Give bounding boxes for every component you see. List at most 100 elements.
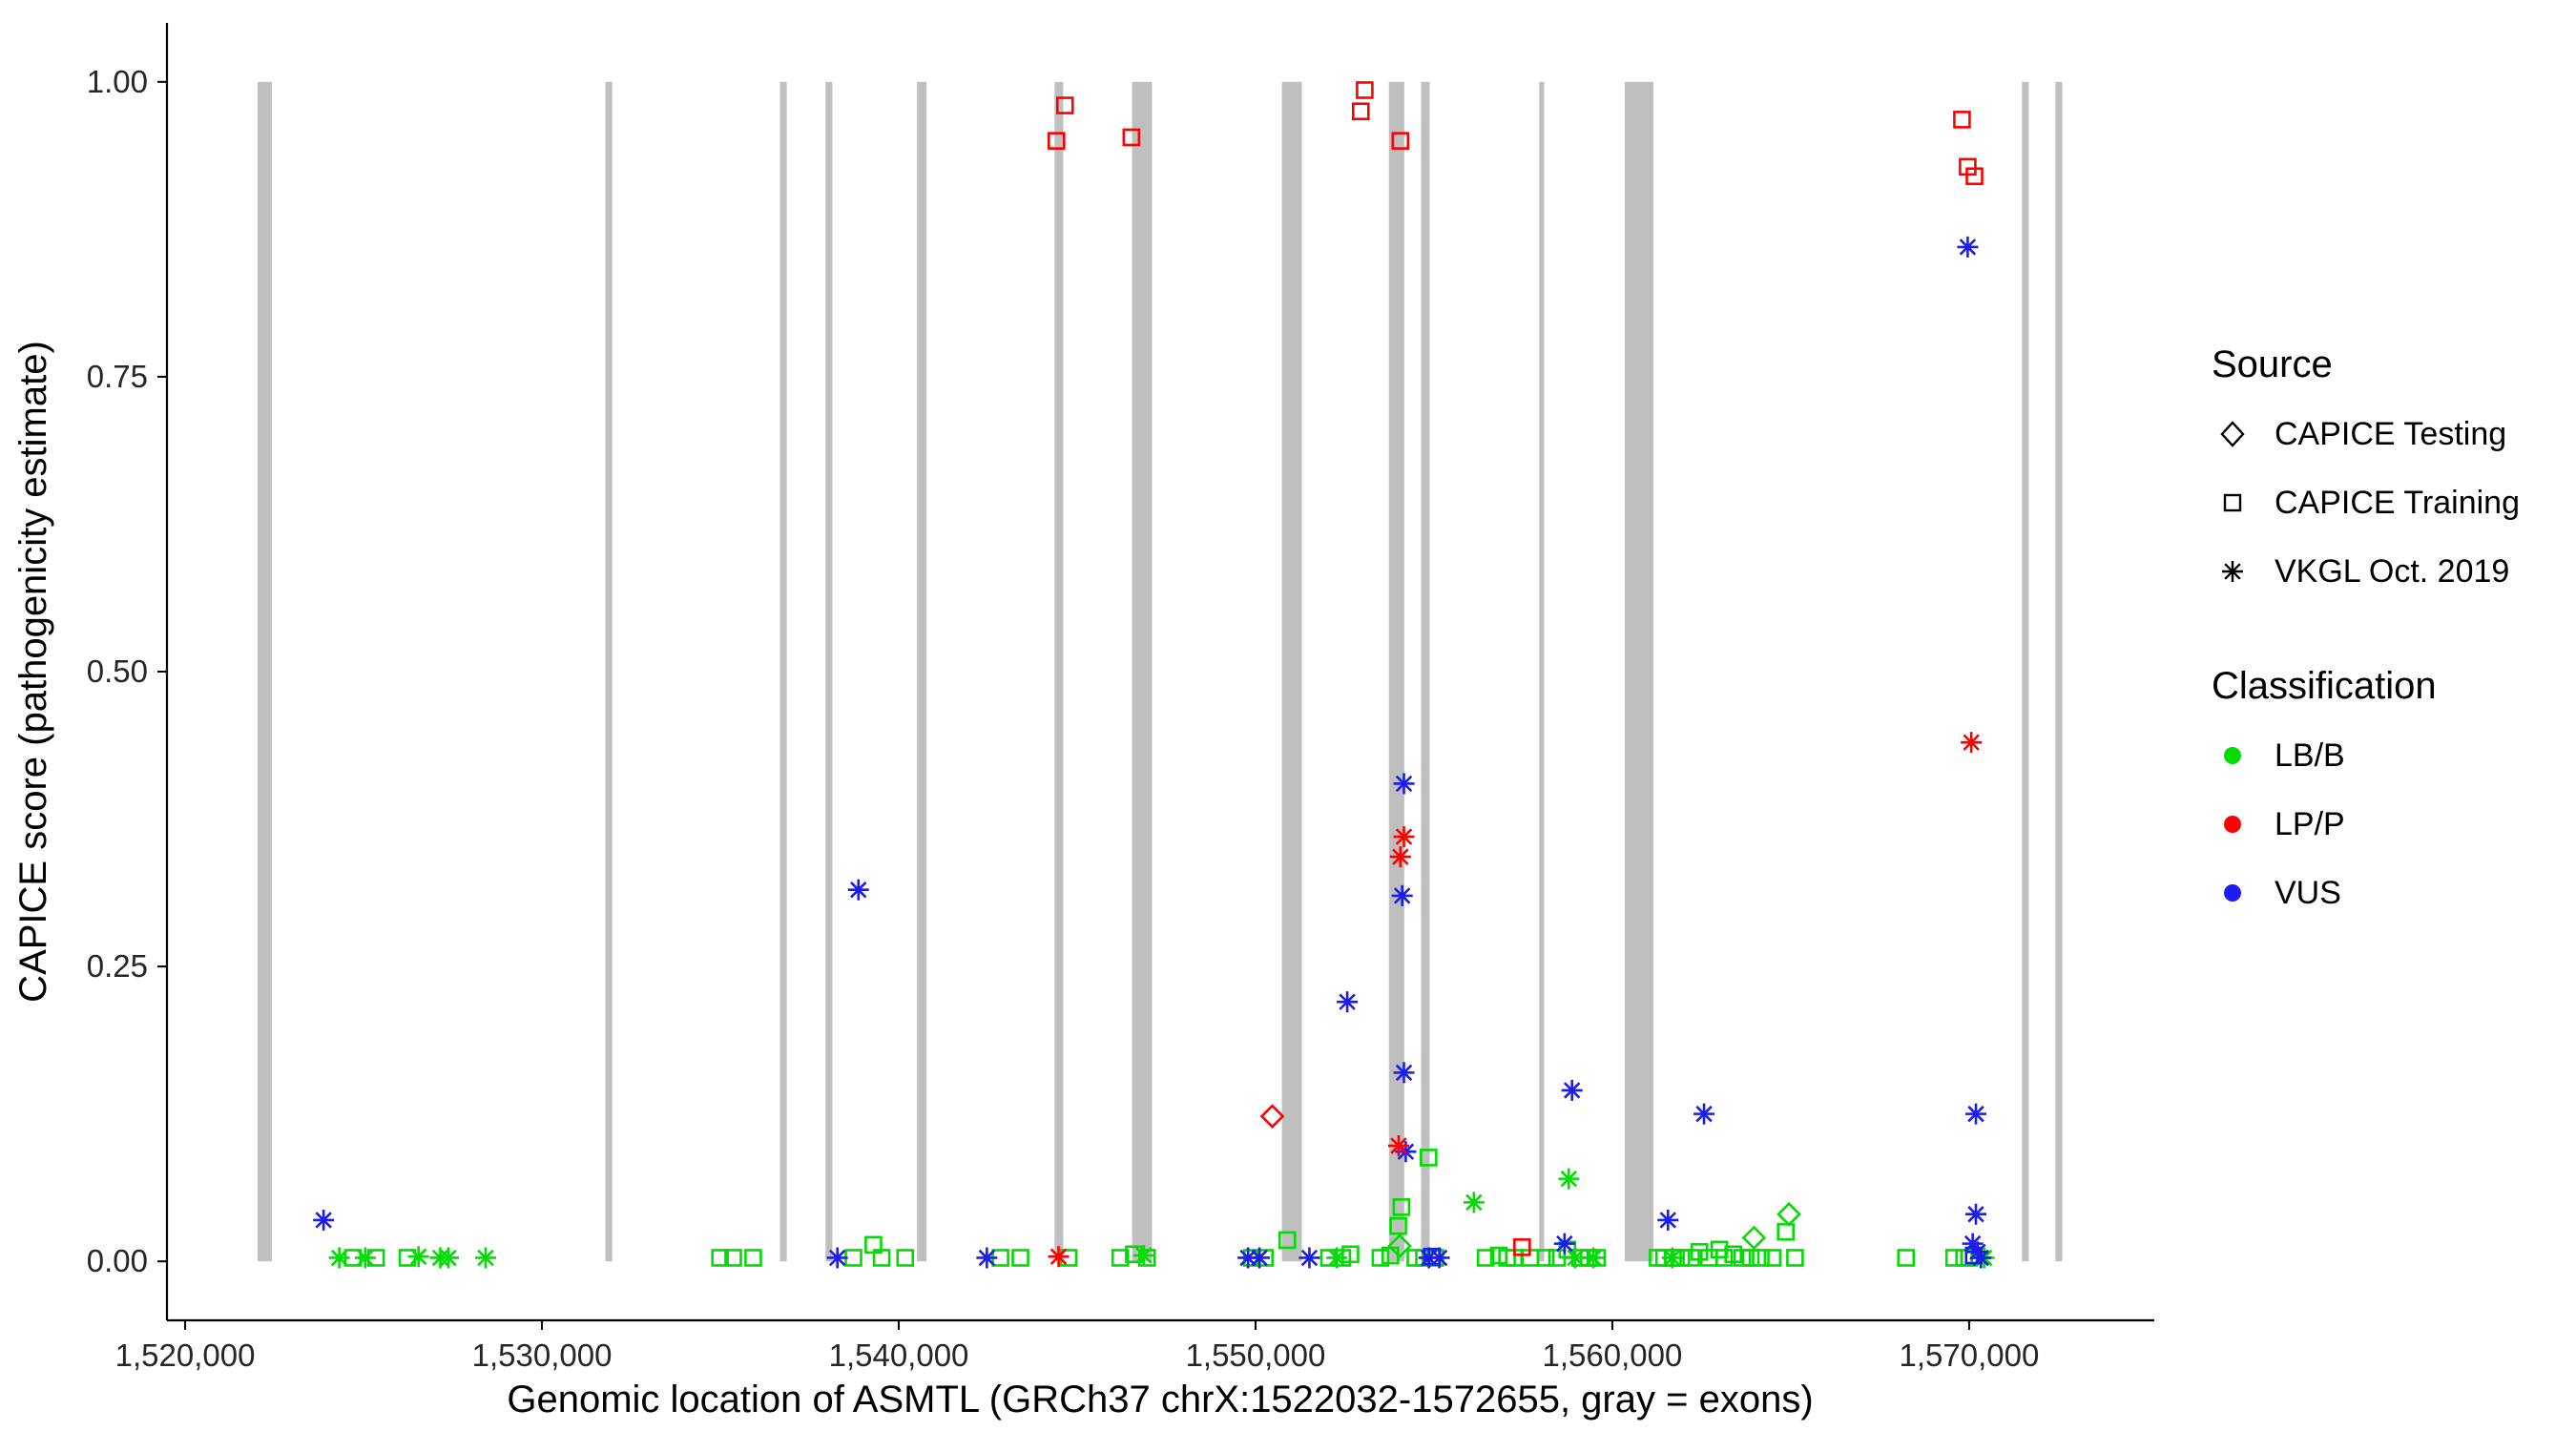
data-point: [872, 1249, 891, 1267]
vus-dot-icon: [2224, 884, 2241, 902]
lpp-dot-icon: [2224, 816, 2241, 833]
data-point: [1337, 991, 1359, 1013]
legend-item-label: CAPICE Training: [2275, 484, 2520, 521]
data-point: [1741, 1225, 1767, 1251]
legend-item-label: LB/B: [2275, 736, 2345, 774]
exon-bar: [1132, 81, 1153, 1262]
data-point: [1387, 1234, 1412, 1258]
data-point: [847, 879, 869, 901]
exon-bar: [917, 81, 927, 1262]
data-point: [328, 1247, 350, 1269]
data-point: [1389, 1216, 1407, 1235]
data-point: [1137, 1249, 1156, 1267]
y-tick-label: 0.00: [87, 1243, 148, 1278]
exon-bar: [1388, 81, 1404, 1262]
legend-item-capice-testing: CAPICE Testing: [2212, 400, 2574, 468]
x-tick-label: 1,540,000: [829, 1338, 969, 1373]
data-point: [354, 1247, 376, 1269]
data-point: [1513, 1238, 1531, 1256]
exon-bar: [258, 81, 272, 1262]
y-tick-label: 0.50: [87, 653, 148, 689]
exon-bar: [1281, 81, 1302, 1262]
data-point: [1961, 732, 1983, 754]
data-point: [1048, 1246, 1070, 1268]
data-point: [844, 1249, 862, 1267]
exon-bar: [1625, 81, 1653, 1262]
data-point: [1463, 1192, 1485, 1213]
legend-item-vus: VUS: [2212, 859, 2574, 927]
asterisk-icon: [2222, 561, 2243, 582]
data-point: [1393, 1062, 1415, 1084]
data-point: [1259, 1104, 1285, 1129]
square-icon: [2223, 493, 2242, 512]
data-point: [1389, 846, 1411, 868]
exon-bar: [825, 81, 833, 1262]
y-tick-label: 0.25: [87, 948, 148, 984]
y-tick-label: 1.00: [87, 64, 148, 99]
exon-bar: [779, 81, 787, 1262]
x-tick-label: 1,550,000: [1186, 1338, 1326, 1373]
data-point: [1897, 1249, 1916, 1267]
data-point: [1387, 1135, 1409, 1157]
y-axis-title: CAPICE score (pathogenicity estimate): [12, 341, 54, 1003]
data-point: [1391, 884, 1413, 906]
data-point: [1111, 1249, 1130, 1267]
exon-bar: [1054, 81, 1064, 1262]
data-point: [1693, 1103, 1715, 1125]
data-point: [1553, 1233, 1575, 1255]
data-point: [1966, 1241, 1988, 1263]
data-point: [1776, 1201, 1801, 1227]
data-point: [1786, 1249, 1804, 1267]
data-point: [1741, 1249, 1760, 1267]
points-layer: [313, 81, 1995, 1269]
lbb-dot-icon: [2224, 747, 2241, 764]
data-point: [1944, 1249, 1963, 1267]
data-point: [1476, 1249, 1495, 1267]
exon-bar: [2022, 81, 2029, 1262]
x-axis-title: Genomic location of ASMTL (GRCh37 chrX:1…: [507, 1379, 1813, 1421]
data-point: [1690, 1242, 1709, 1261]
data-point: [438, 1247, 460, 1269]
exon-layer: [258, 81, 2063, 1262]
data-point: [1423, 1247, 1442, 1266]
exon-bar: [1539, 81, 1545, 1262]
data-point: [1953, 111, 1971, 129]
legend-item-vkgl: VKGL Oct. 2019: [2212, 537, 2574, 606]
data-point: [1964, 1246, 1984, 1265]
data-point: [1957, 236, 1979, 258]
exon-bar: [605, 81, 613, 1262]
data-point: [474, 1247, 496, 1269]
legend-item-label: VUS: [2275, 874, 2341, 911]
data-point: [1393, 826, 1415, 848]
exon-bar: [2055, 81, 2063, 1262]
x-tick-label: 1,560,000: [1543, 1338, 1683, 1373]
data-point: [1122, 128, 1141, 147]
data-point: [313, 1209, 335, 1231]
data-point: [1661, 1247, 1683, 1269]
data-point: [1763, 1249, 1782, 1267]
data-point: [1752, 1249, 1770, 1267]
data-point: [1657, 1209, 1679, 1231]
legend: Source CAPICE Testing CAPICE Training: [2212, 343, 2574, 927]
data-point: [1714, 1249, 1734, 1267]
legend-item-label: LP/P: [2275, 805, 2345, 842]
data-point: [1391, 132, 1410, 150]
x-tick-label: 1,520,000: [115, 1338, 256, 1373]
data-point: [1558, 1168, 1580, 1190]
data-point: [1393, 773, 1415, 795]
data-point: [1420, 1149, 1438, 1167]
data-point: [1048, 132, 1066, 150]
data-point: [896, 1249, 915, 1267]
data-point: [1965, 167, 1984, 186]
legend-item-lbb: LB/B: [2212, 721, 2574, 790]
data-point: [1561, 1079, 1583, 1101]
data-point: [1965, 1203, 1987, 1225]
data-point: [1341, 1245, 1360, 1264]
data-point: [1776, 1222, 1795, 1241]
data-point: [1351, 102, 1370, 121]
data-point: [744, 1249, 762, 1267]
data-point: [1724, 1245, 1743, 1264]
data-point: [826, 1247, 848, 1269]
